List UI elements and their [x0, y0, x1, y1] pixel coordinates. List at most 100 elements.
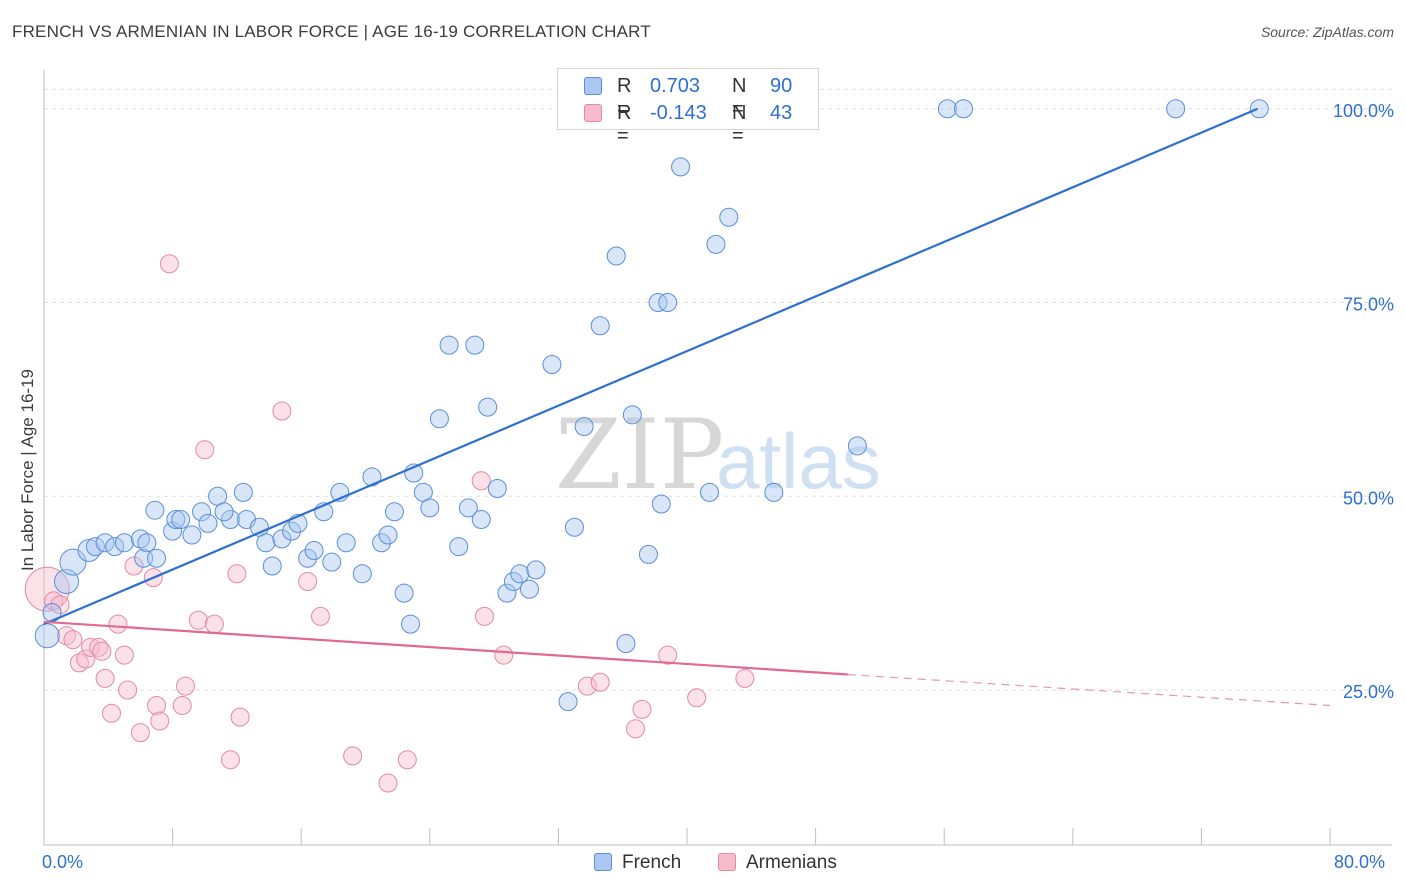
armenians-point — [24, 566, 70, 612]
french-point — [439, 335, 459, 355]
trendlines — [43, 107, 1331, 707]
armenians-point — [632, 699, 652, 719]
french-point — [458, 498, 478, 518]
armenians-point — [150, 711, 170, 731]
french-point — [706, 234, 726, 254]
french-point — [719, 207, 739, 227]
french-r-label: R = — [617, 75, 632, 120]
french-point — [105, 537, 125, 557]
french-point — [171, 510, 191, 529]
french-point — [429, 409, 449, 429]
french-point — [542, 355, 562, 374]
armenians-point — [298, 572, 318, 591]
french-point — [198, 513, 218, 533]
armenians-r-label: R = — [617, 102, 632, 147]
french-point — [700, 482, 720, 502]
french-point — [95, 533, 115, 553]
armenians-point — [114, 645, 134, 665]
source-credit: Source: ZipAtlas.com — [1260, 24, 1394, 40]
armenians-point — [118, 680, 138, 700]
armenians-point — [89, 637, 109, 657]
armenians-point — [687, 688, 707, 708]
french-legend-label: French — [622, 852, 682, 873]
axes — [43, 70, 1392, 846]
x-tick-max: 80.0% — [1334, 852, 1386, 872]
watermark-atlas: atlas — [716, 417, 881, 505]
armenians-point — [494, 645, 514, 665]
y-axis-label: In Labor Force | Age 16-19 — [18, 369, 37, 571]
y-tick-label: 25.0% — [1343, 682, 1394, 702]
armenians-point — [95, 668, 115, 688]
french-swatch — [584, 77, 602, 95]
y-tick-label: 50.0% — [1343, 488, 1394, 508]
french-point — [1249, 99, 1269, 119]
armenians-points — [24, 254, 755, 793]
armenians-point — [230, 707, 250, 727]
french-point — [192, 502, 212, 522]
armenians-point — [92, 641, 112, 661]
french-point — [298, 548, 318, 568]
french-point — [372, 533, 392, 553]
gridlines — [44, 88, 1392, 691]
armenians-legend-swatch — [718, 853, 736, 871]
armenians-point — [227, 564, 247, 584]
armenians-point — [81, 637, 101, 657]
armenians-point — [626, 719, 646, 739]
armenians-point — [50, 595, 70, 615]
armenians-point — [474, 606, 494, 626]
french-point — [322, 552, 342, 572]
armenians-legend-label: Armenians — [746, 852, 837, 873]
armenians-r-value: -0.143 — [650, 102, 707, 124]
french-point — [449, 537, 469, 557]
french-point — [304, 541, 324, 560]
french-point — [85, 537, 105, 557]
french-point — [352, 564, 372, 584]
french-point — [1166, 99, 1186, 119]
french-n-label: N = — [732, 75, 747, 120]
french-point — [503, 572, 523, 591]
armenians-point — [220, 750, 240, 770]
french-point — [616, 634, 636, 653]
armenians-point — [195, 440, 215, 460]
french-point — [487, 479, 507, 498]
french-point — [526, 560, 546, 580]
french-point — [671, 157, 691, 177]
french-point — [272, 529, 292, 549]
french-point — [182, 525, 202, 545]
armenians-point — [471, 471, 491, 491]
french-n-value: 90 — [770, 75, 793, 97]
armenians-point — [102, 703, 122, 723]
french-point — [145, 500, 165, 520]
armenians-n-value: 43 — [770, 102, 793, 124]
french-trendline — [43, 107, 1259, 626]
french-point — [658, 293, 678, 312]
armenians-point — [159, 254, 179, 274]
armenians-point — [310, 606, 330, 626]
french-point — [163, 521, 183, 541]
french-point — [256, 533, 276, 553]
french-point — [384, 502, 404, 522]
y-tick-label: 75.0% — [1343, 295, 1394, 315]
french-point — [233, 482, 253, 502]
armenians-point — [590, 672, 610, 692]
french-point — [606, 246, 626, 266]
french-point — [558, 692, 578, 712]
french-point — [420, 498, 440, 518]
armenians-point — [124, 556, 144, 576]
armenians-point — [577, 676, 597, 696]
french-point — [336, 533, 356, 553]
legend-item-armenians[interactable]: Armenians — [718, 852, 837, 874]
french-point — [34, 623, 60, 649]
legend-item-french[interactable]: French — [594, 852, 681, 874]
armenians-trendline — [43, 620, 848, 676]
armenians-n-label: N = — [732, 102, 747, 147]
stats-legend: R = 0.703 N = 90 R = -0.143 N = 43 — [557, 68, 819, 147]
armenians-point — [397, 750, 417, 770]
armenians-trendline-extension — [847, 673, 1331, 707]
french-point — [574, 417, 594, 436]
french-point — [401, 614, 421, 634]
x-tick-min: 0.0% — [42, 852, 84, 872]
armenians-point — [272, 401, 292, 421]
french-point — [478, 397, 498, 417]
french-point — [638, 544, 658, 564]
